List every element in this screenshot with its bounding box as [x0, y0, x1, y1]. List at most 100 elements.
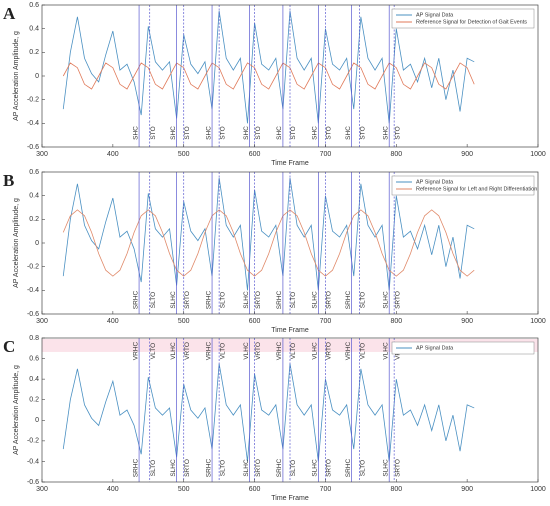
- y-axis-label: AP Acceleration Amplitude, g: [13, 198, 20, 288]
- x-tick-label: 400: [107, 151, 119, 158]
- event-top-label: VLHC: [382, 342, 389, 360]
- event-label: SLTO: [290, 292, 297, 308]
- event-label: SRHC: [345, 458, 352, 477]
- legend-label: Reference Signal for Detection of Gait E…: [416, 19, 527, 25]
- series-line: [62, 209, 475, 277]
- event-label: STO: [219, 126, 226, 139]
- event-top-label: VLTO: [219, 343, 226, 359]
- x-tick-label: 300: [36, 486, 48, 493]
- x-axis-label: Time Frame: [271, 495, 309, 502]
- series-line: [62, 62, 475, 90]
- event-label: SLHC: [312, 459, 319, 477]
- y-tick-label: 0.2: [29, 216, 39, 223]
- y-tick-label: 0.4: [29, 26, 39, 33]
- event-label: STO: [360, 126, 367, 139]
- y-tick-label: 0.4: [29, 376, 39, 383]
- x-tick-label: 1000: [530, 318, 546, 325]
- x-tick-label: 700: [320, 151, 332, 158]
- event-label: SRHC: [205, 458, 212, 477]
- x-tick-label: 700: [320, 486, 332, 493]
- x-tick-label: 600: [249, 486, 261, 493]
- event-label: SHC: [276, 126, 283, 140]
- x-tick-label: 1000: [530, 486, 546, 493]
- x-tick-label: 400: [107, 318, 119, 325]
- y-tick-label: 0.8: [29, 335, 39, 342]
- legend-label: AP Signal Data: [416, 179, 454, 185]
- event-label: SHC: [312, 126, 319, 140]
- event-label: SLTO: [290, 460, 297, 476]
- y-tick-label: -0.4: [27, 287, 39, 294]
- event-top-label: VLHC: [312, 342, 319, 360]
- event-top-label: VLTO: [290, 343, 297, 359]
- event-top-label: VLHC: [170, 342, 177, 360]
- event-label: SHC: [243, 126, 250, 140]
- event-label: SRTO: [326, 291, 333, 309]
- event-label: SRHC: [276, 290, 283, 309]
- event-label: SLTO: [219, 460, 226, 476]
- event-label: SRTO: [326, 459, 333, 477]
- event-top-label: VRHC: [276, 341, 283, 360]
- event-label: SLHC: [170, 291, 177, 309]
- series-line: [62, 10, 475, 124]
- event-label: STO: [255, 126, 262, 139]
- y-tick-label: 0: [35, 73, 39, 80]
- legend-box: [391, 8, 535, 29]
- event-label: STO: [150, 126, 157, 139]
- x-tick-label: 800: [390, 486, 402, 493]
- y-tick-label: -0.2: [27, 97, 39, 104]
- x-tick-label: 900: [461, 151, 473, 158]
- x-tick-label: 600: [249, 318, 261, 325]
- x-axis-label: Time Frame: [271, 327, 309, 334]
- event-label: SLTO: [219, 292, 226, 308]
- event-label: SRTO: [184, 291, 191, 309]
- y-tick-label: -0.6: [27, 311, 39, 318]
- event-label: SLTO: [360, 460, 367, 476]
- legend-label: AP Signal Data: [416, 345, 454, 351]
- event-top-label: VLTO: [360, 343, 367, 359]
- event-top-label: VRHC: [132, 341, 139, 360]
- event-label: SRTO: [255, 459, 262, 477]
- event-label: SRTO: [255, 291, 262, 309]
- panel-label: B: [3, 171, 14, 190]
- event-label: SLHC: [312, 291, 319, 309]
- x-tick-label: 700: [320, 318, 332, 325]
- event-label: SLHC: [382, 291, 389, 309]
- y-tick-label: -0.6: [27, 144, 39, 151]
- x-tick-label: 400: [107, 486, 119, 493]
- y-tick-label: 0.2: [29, 397, 39, 404]
- event-label: SLTO: [360, 292, 367, 308]
- event-label: SRHC: [132, 290, 139, 309]
- y-tick-label: 0: [35, 417, 39, 424]
- event-label: SHC: [345, 126, 352, 140]
- y-axis-label: AP Acceleration Amplitude, g: [13, 31, 20, 121]
- legend-box: [391, 341, 535, 355]
- x-axis-label: Time Frame: [271, 160, 309, 167]
- y-axis-label: AP Acceleration Amplitude, g: [13, 365, 20, 455]
- x-tick-label: 500: [178, 318, 190, 325]
- event-label: STO: [184, 126, 191, 139]
- x-tick-label: 600: [249, 151, 261, 158]
- y-tick-label: -0.4: [27, 458, 39, 465]
- event-label: SHC: [205, 126, 212, 140]
- y-tick-label: 0.6: [29, 2, 39, 9]
- event-top-label: VRHC: [205, 341, 212, 360]
- legend-label: Reference Signal for Left and Right Diff…: [416, 186, 537, 192]
- event-label: STO: [326, 126, 333, 139]
- event-label: SLTO: [150, 292, 157, 308]
- event-top-label: VRTO: [326, 342, 333, 360]
- event-label: SHC: [132, 126, 139, 140]
- legend-box: [391, 175, 535, 196]
- event-top-label: VRTO: [255, 342, 262, 360]
- event-label: SHC: [170, 126, 177, 140]
- x-tick-label: 500: [178, 151, 190, 158]
- y-tick-label: -0.4: [27, 120, 39, 127]
- x-tick-label: 500: [178, 486, 190, 493]
- event-label: SLHC: [170, 459, 177, 477]
- event-label: SRTO: [394, 459, 401, 477]
- x-tick-label: 300: [36, 318, 48, 325]
- y-tick-label: -0.6: [27, 479, 39, 486]
- event-label: SLTO: [150, 460, 157, 476]
- y-tick-label: 0.6: [29, 169, 39, 176]
- y-tick-label: 0: [35, 240, 39, 247]
